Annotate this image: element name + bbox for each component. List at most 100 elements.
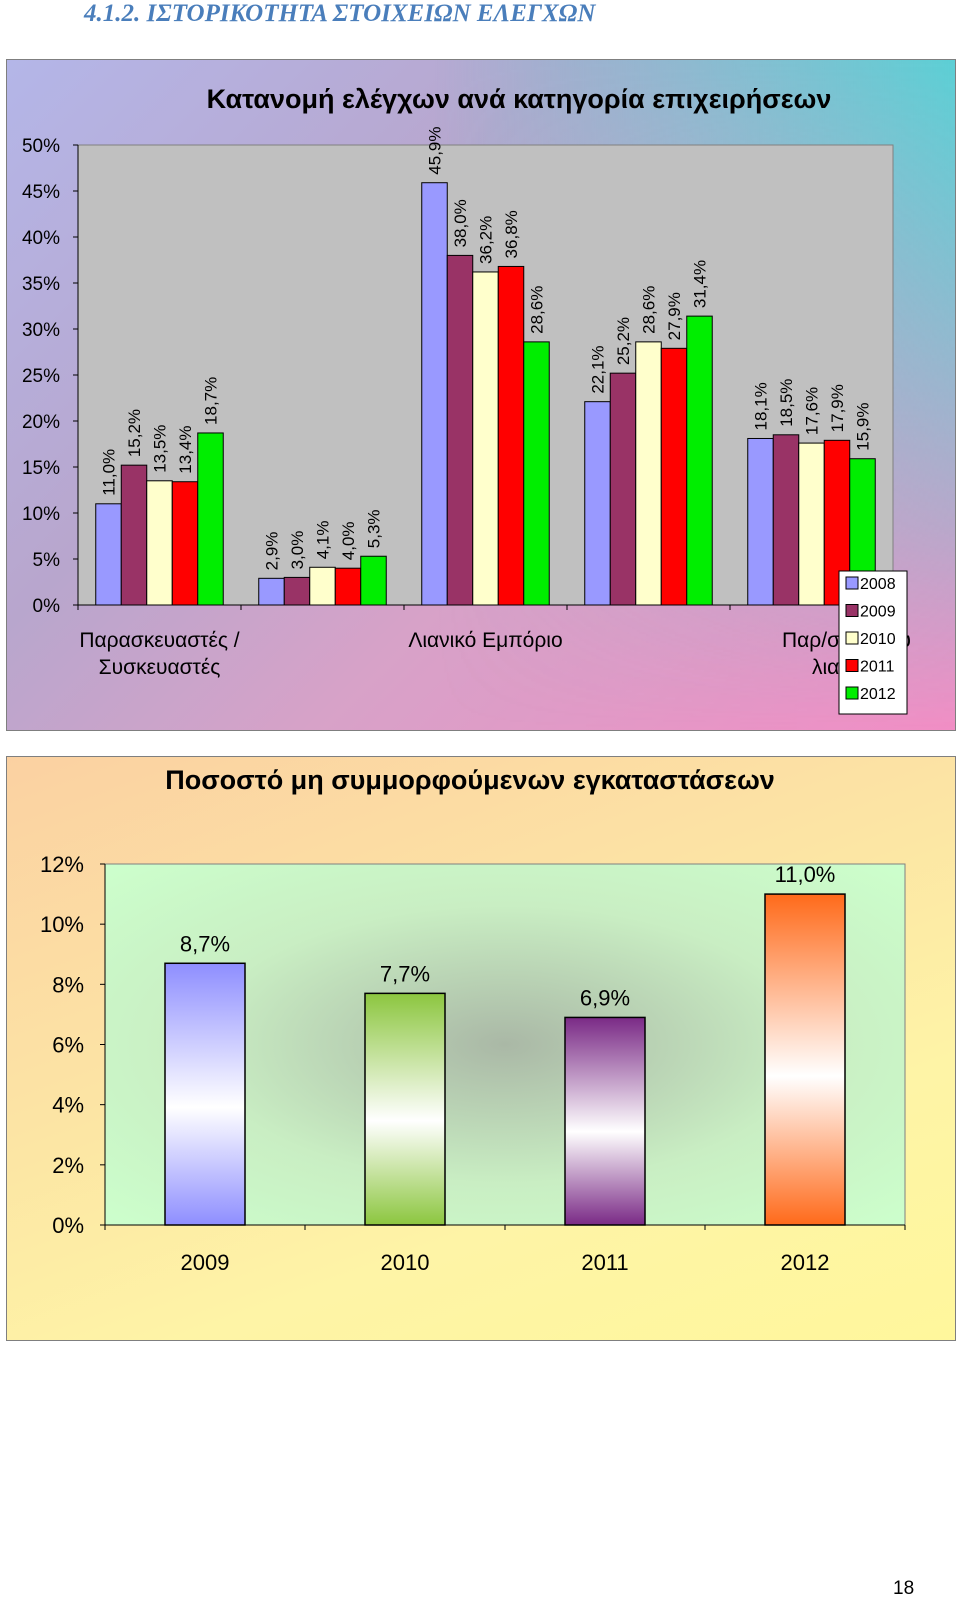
data-label: 15,2% <box>125 409 144 457</box>
chart-noncompliance: Ποσοστό μη συμμορφούμενων εγκαταστάσεων 0… <box>6 756 956 1341</box>
bar-2011-0 <box>171 481 199 606</box>
category-label: 2010 <box>381 1250 430 1275</box>
y-tick-label: 5% <box>33 550 61 571</box>
data-label: 4,0% <box>339 521 358 560</box>
legend-label: 2011 <box>860 659 895 676</box>
bar-2010-4 <box>798 442 825 606</box>
legend-label: 2010 <box>860 631 896 648</box>
bar-2008-0 <box>95 503 122 606</box>
y-tick-label: 10% <box>40 912 84 937</box>
bar-2008-2 <box>421 182 448 606</box>
data-label: 17,6% <box>803 387 822 435</box>
category-label: Παρασκευαστές / <box>79 629 239 652</box>
category-label: Λιανικό Εμπόριο <box>408 629 562 652</box>
data-label: 17,9% <box>828 384 847 432</box>
bar-2009-1 <box>283 576 311 606</box>
category-label: Συσκευαστές <box>99 656 221 679</box>
category-label: 2011 <box>581 1250 628 1275</box>
legend: 2008 2009 2010 2011 2012 <box>838 570 908 715</box>
bar-2009-3 <box>609 372 637 606</box>
y-tick-label: 35% <box>22 274 60 295</box>
bar-2008-4 <box>747 437 774 606</box>
data-label: 13,4% <box>176 426 195 474</box>
data-label: 3,0% <box>288 531 307 570</box>
legend-swatch <box>845 686 859 700</box>
chart-title: Κατανομή ελέγχων ανά κατηγορία επιχειρήσ… <box>207 84 832 114</box>
bar-2010 <box>364 992 446 1226</box>
data-label: 18,7% <box>202 377 221 425</box>
bar-2012-0 <box>197 432 224 606</box>
y-tick-label: 4% <box>52 1093 84 1118</box>
bar-2011-3 <box>660 347 688 606</box>
y-tick-label: 6% <box>52 1033 84 1058</box>
data-label: 28,6% <box>640 286 659 334</box>
bar-2008-3 <box>584 401 611 606</box>
y-tick-label: 20% <box>22 412 60 433</box>
bar-2009-2 <box>446 254 474 606</box>
legend-swatch <box>845 576 859 590</box>
data-label: 13,5% <box>151 425 170 473</box>
legend-swatch <box>845 659 859 672</box>
y-tick-label: 2% <box>52 1153 84 1178</box>
bar-2010-3 <box>635 341 662 606</box>
data-label: 8,7% <box>180 931 230 956</box>
legend-label: 2008 <box>860 576 896 593</box>
chart-inspections-svg: Κατανομή ελέγχων ανά κατηγορία επιχειρήσ… <box>22 84 911 715</box>
page-number: 18 <box>893 1578 915 1599</box>
bar-2012 <box>764 893 846 1226</box>
y-tick-label: 50% <box>22 136 60 157</box>
data-label: 11,0% <box>775 862 836 887</box>
data-label: 28,6% <box>528 286 547 334</box>
y-tick-label: 12% <box>40 852 84 877</box>
data-label: 45,9% <box>426 127 445 175</box>
bar-2010-1 <box>309 566 336 606</box>
bar-2010-2 <box>472 271 499 606</box>
data-label: 4,1% <box>314 521 333 560</box>
bar-2009-4 <box>772 434 800 606</box>
y-tick-label: 30% <box>22 320 60 341</box>
legend-swatch <box>845 631 859 645</box>
y-tick-label: 45% <box>22 182 60 203</box>
bar-2012-2 <box>523 341 550 606</box>
data-label: 6,9% <box>580 985 630 1010</box>
data-label: 36,2% <box>477 216 496 264</box>
bar-2011 <box>564 1016 646 1226</box>
data-label: 15,9% <box>854 403 873 451</box>
data-label: 7,7% <box>380 961 430 986</box>
chart-title: Ποσοστό μη συμμορφούμενων εγκαταστάσεων <box>165 765 775 795</box>
bar-2012-1 <box>360 555 387 606</box>
legend-label: 2009 <box>860 604 896 621</box>
bar-2009-0 <box>120 464 148 606</box>
bar-2012-3 <box>686 315 713 606</box>
bar-2008-1 <box>258 577 285 606</box>
chart-noncompliance-svg: Ποσοστό μη συμμορφούμενων εγκαταστάσεων 0… <box>40 765 906 1275</box>
data-label: 11,0% <box>100 449 119 496</box>
bar-2011-1 <box>334 567 362 606</box>
y-tick-label: 15% <box>22 458 60 479</box>
y-tick-label: 40% <box>22 228 60 249</box>
data-label: 36,8% <box>502 210 521 258</box>
bar-2010-0 <box>146 480 173 606</box>
data-label: 2,9% <box>263 532 282 571</box>
y-tick-label: 10% <box>22 504 60 525</box>
data-label: 31,4% <box>691 260 710 308</box>
category-label: 2009 <box>181 1250 230 1275</box>
y-tick-label: 0% <box>52 1213 84 1238</box>
bar-2009 <box>164 962 246 1226</box>
y-tick-label: 25% <box>22 366 60 387</box>
data-label: 22,1% <box>589 345 608 393</box>
chart-inspections-by-category: Κατανομή ελέγχων ανά κατηγορία επιχειρήσ… <box>6 59 956 731</box>
data-label: 5,3% <box>365 509 384 548</box>
category-label: 2012 <box>781 1250 830 1275</box>
legend-swatch <box>845 604 859 617</box>
data-label: 38,0% <box>451 199 470 247</box>
data-label: 18,5% <box>777 379 796 427</box>
y-tick-label: 8% <box>52 972 84 997</box>
section-heading: 4.1.2. ΙΣΤΟΡΙΚΟΤΗΤΑ ΣΤΟΙΧΕΙΩΝ ΕΛΕΓΧΩΝ <box>84 0 596 27</box>
data-label: 18,1% <box>752 382 771 430</box>
data-label: 27,9% <box>665 292 684 340</box>
data-label: 25,2% <box>614 317 633 365</box>
y-tick-label: 0% <box>33 596 61 617</box>
legend-label: 2012 <box>860 686 896 703</box>
bar-2011-2 <box>497 265 525 606</box>
